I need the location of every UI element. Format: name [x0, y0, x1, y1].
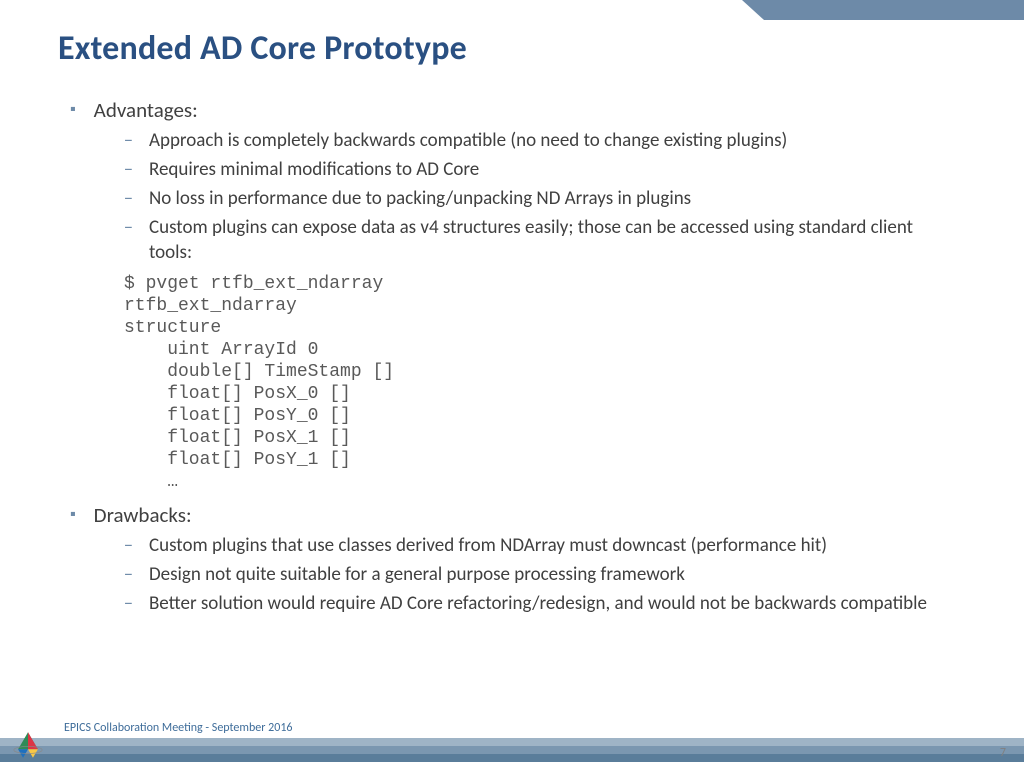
sub-bullet-text: No loss in performance due to packing/un…	[149, 186, 691, 211]
dash-bullet-icon: −	[124, 215, 133, 240]
bullet-text: Advantages:	[94, 96, 198, 124]
bullet-drawbacks: ▪ Drawbacks:	[72, 501, 972, 529]
sub-bullet: − Custom plugins can expose data as v4 s…	[124, 215, 972, 265]
sub-bullet-text: Custom plugins can expose data as v4 str…	[149, 215, 949, 265]
advantages-subitems: − Approach is completely backwards compa…	[124, 128, 972, 265]
slide-content: ▪ Advantages: − Approach is completely b…	[72, 96, 972, 624]
sub-bullet-text: Better solution would require AD Core re…	[149, 591, 927, 616]
dash-bullet-icon: −	[124, 186, 133, 211]
sub-bullet-text: Requires minimal modifications to AD Cor…	[149, 157, 479, 182]
footer-text: EPICS Collaboration Meeting - September …	[64, 721, 293, 735]
footer-bar-dark	[0, 754, 1024, 762]
dash-bullet-icon: −	[124, 157, 133, 182]
dash-bullet-icon: −	[124, 591, 133, 616]
bullet-advantages: ▪ Advantages:	[72, 96, 972, 124]
dash-bullet-icon: −	[124, 562, 133, 587]
sub-bullet-text: Approach is completely backwards compati…	[149, 128, 787, 153]
sub-bullet: − Better solution would require AD Core …	[124, 591, 972, 616]
code-block: $ pvget rtfb_ext_ndarray rtfb_ext_ndarra…	[124, 273, 972, 493]
drawbacks-subitems: − Custom plugins that use classes derive…	[124, 533, 972, 616]
footer-bars	[0, 730, 1024, 768]
dash-bullet-icon: −	[124, 533, 133, 558]
sub-bullet: − Custom plugins that use classes derive…	[124, 533, 972, 558]
sub-bullet: − Design not quite suitable for a genera…	[124, 562, 972, 587]
sub-bullet: − Requires minimal modifications to AD C…	[124, 157, 972, 182]
corner-accent	[764, 0, 1024, 20]
square-bullet-icon: ▪	[70, 501, 76, 529]
bullet-text: Drawbacks:	[94, 501, 192, 529]
dash-bullet-icon: −	[124, 128, 133, 153]
footer-bar-light	[0, 738, 1024, 746]
slide: Extended AD Core Prototype ▪ Advantages:…	[0, 0, 1024, 768]
slide-title: Extended AD Core Prototype	[58, 28, 467, 69]
sub-bullet: − Approach is completely backwards compa…	[124, 128, 972, 153]
sub-bullet-text: Design not quite suitable for a general …	[149, 562, 685, 587]
square-bullet-icon: ▪	[70, 96, 76, 124]
footer-bar-mid	[0, 746, 1024, 754]
sub-bullet-text: Custom plugins that use classes derived …	[149, 533, 827, 558]
page-number: 7	[1000, 746, 1006, 760]
logo-icon	[11, 728, 45, 762]
sub-bullet: − No loss in performance due to packing/…	[124, 186, 972, 211]
